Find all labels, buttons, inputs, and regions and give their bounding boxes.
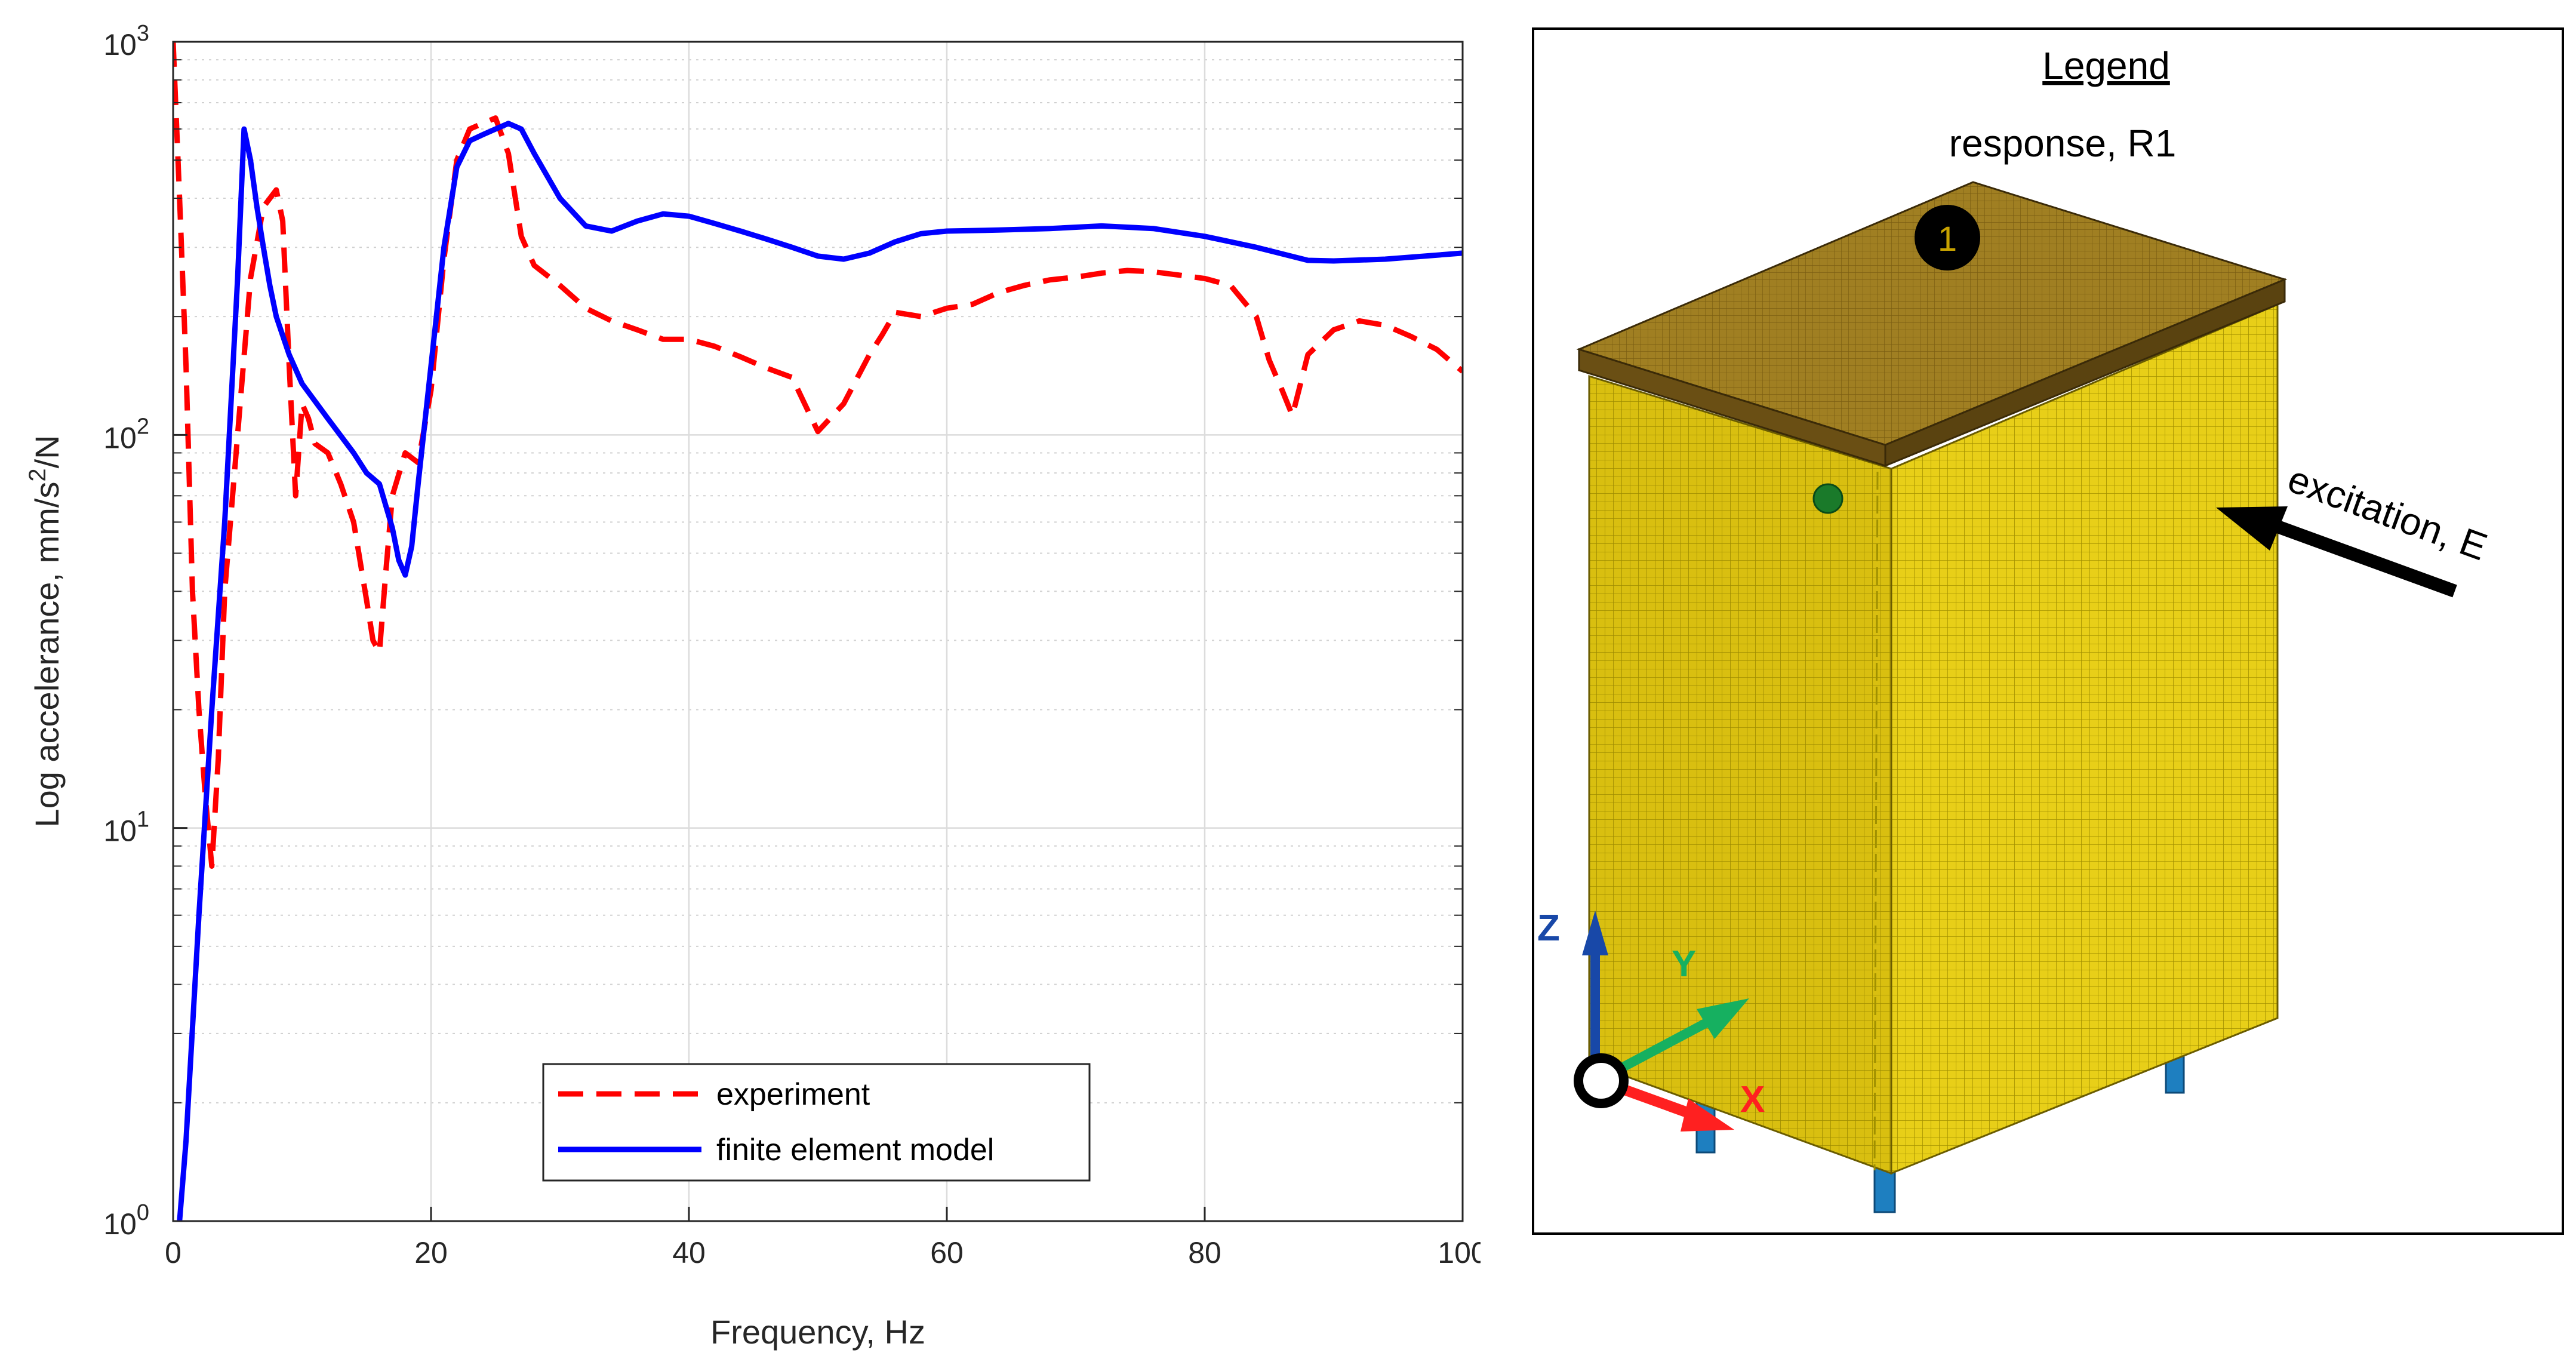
z-axis-head: [1582, 911, 1608, 955]
excitation-arrow-shaft: [2272, 519, 2457, 598]
x-tick-labels: 0 20 40 60 80 100: [165, 1236, 1481, 1269]
minor-grid: [173, 59, 1463, 1103]
response-label: response, R1: [1949, 122, 2177, 165]
x-axis-head: [1681, 1099, 1734, 1132]
excitation-arrow: [2216, 506, 2457, 598]
chart-legend: experiment finite element model: [542, 1063, 1091, 1182]
x-tick-label: 100: [1438, 1236, 1481, 1269]
y-tick-label: 102: [103, 414, 149, 454]
y-axis-title: Log accelerance, mm/s2/N: [24, 435, 66, 827]
x-axis-label: X: [1740, 1079, 1765, 1120]
x-tick-label: 0: [165, 1236, 181, 1269]
axis-ticks: [172, 41, 1464, 1222]
y-tick-label: 100: [103, 1200, 149, 1241]
plot-frame: [172, 41, 1464, 1222]
origin-marker: [1574, 1053, 1629, 1108]
y-tick-label: 101: [103, 807, 149, 848]
coordinate-triad: Z Y X: [1537, 908, 1765, 1132]
x-tick-label: 40: [672, 1236, 706, 1269]
cabinet-side-face: [1890, 303, 2279, 1175]
x-axis-title: Frequency, Hz: [710, 1313, 925, 1351]
legend-heading: Legend: [2042, 44, 2170, 87]
y-axis-label: Y: [1672, 943, 1696, 985]
y-axis-head: [1697, 998, 1749, 1039]
x-tick-label: 60: [930, 1236, 964, 1269]
response-marker: [1915, 205, 1980, 270]
y-tick-labels: 100 101 102 103: [103, 21, 149, 1241]
plot-area: [173, 42, 1463, 1221]
z-axis-label: Z: [1537, 908, 1560, 949]
x-tick-label: 20: [414, 1236, 448, 1269]
legend-label-fem: finite element model: [716, 1133, 994, 1167]
cabinet-seam: [1873, 471, 1879, 1171]
cabinet-top-face: [1576, 181, 2288, 446]
legend-box: [542, 1063, 1091, 1182]
x-tick-label: 80: [1188, 1236, 1221, 1269]
legend-label-experiment: experiment: [716, 1077, 870, 1112]
series-line-fem: [177, 121, 1463, 1221]
series-layer: [173, 42, 1463, 1221]
cabinet-front-face: [1588, 374, 1892, 1175]
sensor-dot: [1812, 483, 1843, 514]
series-line-experiment: [173, 42, 1463, 869]
excitation-arrow-head: [2216, 506, 2288, 551]
response-marker-number: 1: [1938, 220, 1957, 259]
y-tick-label: 103: [103, 21, 149, 62]
